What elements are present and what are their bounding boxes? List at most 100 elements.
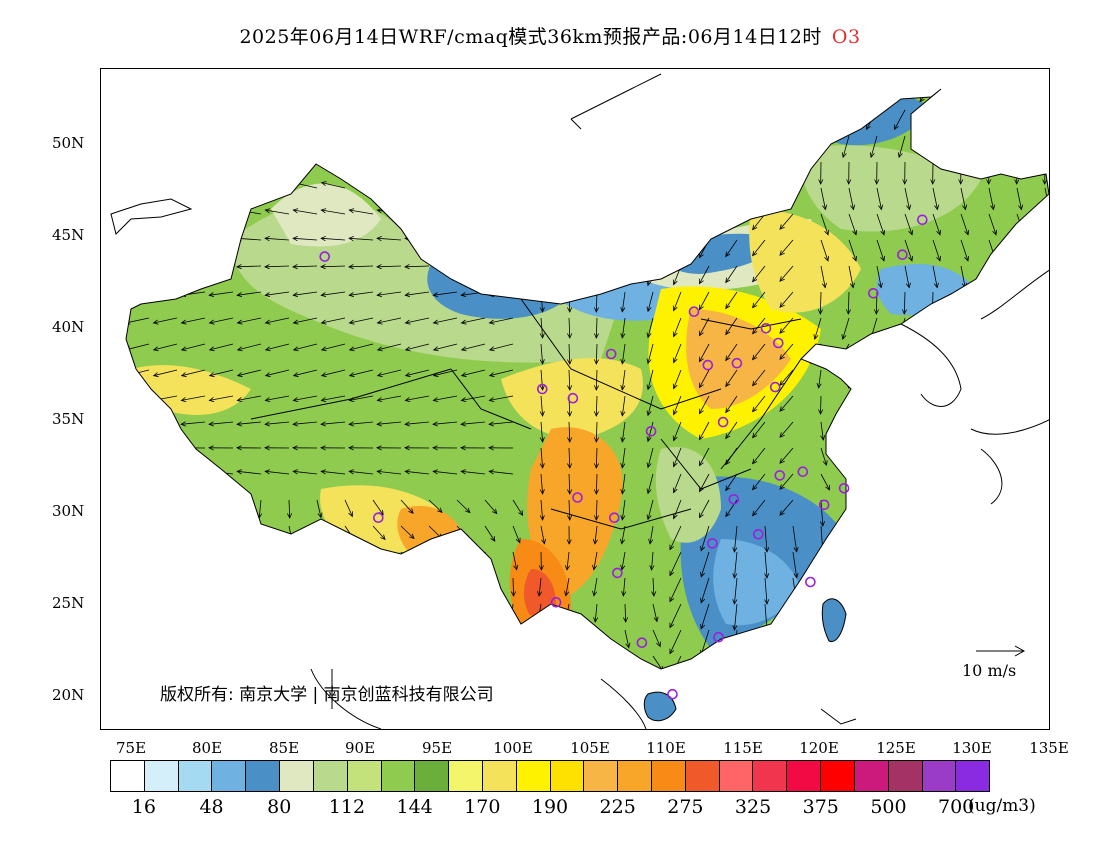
wind-vector xyxy=(264,317,290,325)
wind-vector xyxy=(508,629,514,649)
wind-vector xyxy=(867,551,878,578)
wind-vector xyxy=(672,447,682,468)
wind-vector xyxy=(876,187,884,211)
wind-vector xyxy=(320,445,346,451)
wind-vector xyxy=(316,603,331,618)
wind-vector xyxy=(428,629,435,649)
wind-vector xyxy=(838,109,850,131)
wind-vector xyxy=(320,421,346,427)
wind-vector xyxy=(593,369,599,391)
wind-vector xyxy=(316,525,325,544)
lat-label-40n: 40N xyxy=(52,318,85,336)
wind-vector xyxy=(400,551,415,566)
wind-vector xyxy=(593,473,599,495)
colorbar-tick-label: 170 xyxy=(464,796,501,818)
wind-vector xyxy=(348,264,374,270)
wind-vector xyxy=(376,421,402,427)
wind-vector xyxy=(672,89,682,104)
wind-vector xyxy=(953,682,961,707)
wind-vector xyxy=(456,499,471,514)
wind-vector xyxy=(699,109,710,129)
wind-vector xyxy=(538,551,544,571)
wind-vector xyxy=(699,499,710,519)
wind-vector xyxy=(208,104,234,111)
wind-vector xyxy=(988,447,1001,464)
wind-vector xyxy=(845,655,850,669)
wind-vector xyxy=(539,421,545,443)
wind-vector xyxy=(779,213,794,230)
wind-vector xyxy=(848,239,857,262)
wind-vector xyxy=(264,129,290,137)
wind-vector xyxy=(236,395,262,403)
wind-reference-label: 10 m/s xyxy=(962,661,1017,680)
wind-vector xyxy=(539,447,545,469)
lon-label-80e: 80E xyxy=(191,739,223,757)
wind-vector xyxy=(867,629,878,656)
wind-vector xyxy=(725,291,738,310)
wind-vector xyxy=(620,551,626,571)
wind-vector xyxy=(488,445,514,451)
wind-vector xyxy=(208,264,234,270)
wind-vector xyxy=(174,603,180,623)
wind-vector xyxy=(425,708,429,726)
wind-vector xyxy=(620,499,626,521)
wind-vector xyxy=(405,81,429,85)
wind-vector xyxy=(620,265,626,287)
wind-vector xyxy=(779,135,794,152)
wind-vector xyxy=(488,395,514,403)
city-station-marker xyxy=(752,528,764,540)
wind-vector xyxy=(1016,369,1031,384)
wind-vector xyxy=(932,187,940,211)
lon-label-135e: 135E xyxy=(1029,739,1069,757)
wind-vector xyxy=(317,708,325,724)
wind-vector xyxy=(984,603,990,631)
wind-vector xyxy=(893,499,906,525)
wind-vector xyxy=(646,89,654,105)
wind-vector xyxy=(292,343,318,352)
wind-vector xyxy=(460,469,486,475)
colorbar-swatch xyxy=(381,761,416,791)
wind-vector xyxy=(1044,551,1049,579)
title-text: 2025年06月14日WRF/cmaq模式36km预报产品:06月14日12时 xyxy=(239,26,822,48)
wind-vector xyxy=(672,187,682,208)
wind-vector xyxy=(981,317,990,340)
wind-vector xyxy=(236,154,262,163)
wind-vector xyxy=(597,682,604,699)
wind-vector xyxy=(258,525,264,545)
lon-label-90e: 90E xyxy=(344,739,376,757)
wind-vector xyxy=(180,104,206,111)
wind-vector xyxy=(145,525,151,545)
wind-vector xyxy=(620,109,626,131)
city-station-marker xyxy=(667,688,678,700)
wind-vector xyxy=(848,421,856,440)
wind-vector xyxy=(868,655,878,669)
wind-vector xyxy=(101,470,121,474)
wind-vector xyxy=(894,682,905,706)
wind-vector xyxy=(101,446,121,450)
wind-vector xyxy=(1044,421,1049,439)
wind-vector xyxy=(320,129,346,137)
wind-vector xyxy=(844,682,849,708)
wind-vector xyxy=(539,239,545,261)
wind-vector xyxy=(376,181,402,189)
wind-vector xyxy=(960,239,969,262)
wind-vector xyxy=(1016,499,1022,527)
wind-vector xyxy=(779,265,794,282)
wind-vector xyxy=(986,161,992,185)
wind-vector xyxy=(752,473,766,491)
wind-vector xyxy=(101,155,121,162)
wind-vector xyxy=(865,343,878,365)
wind-vector xyxy=(149,708,158,724)
wind-vector xyxy=(985,682,989,708)
wind-vector xyxy=(539,473,545,495)
wind-vector xyxy=(765,708,769,730)
wind-vector xyxy=(620,239,626,261)
wind-vector xyxy=(841,135,850,159)
wind-vector xyxy=(236,317,262,325)
wind-vector xyxy=(818,395,824,415)
wind-vector xyxy=(1042,161,1048,185)
wind-vector xyxy=(953,708,961,730)
city-stations xyxy=(319,214,928,700)
wind-vector xyxy=(460,343,486,352)
wind-vector xyxy=(672,421,682,442)
